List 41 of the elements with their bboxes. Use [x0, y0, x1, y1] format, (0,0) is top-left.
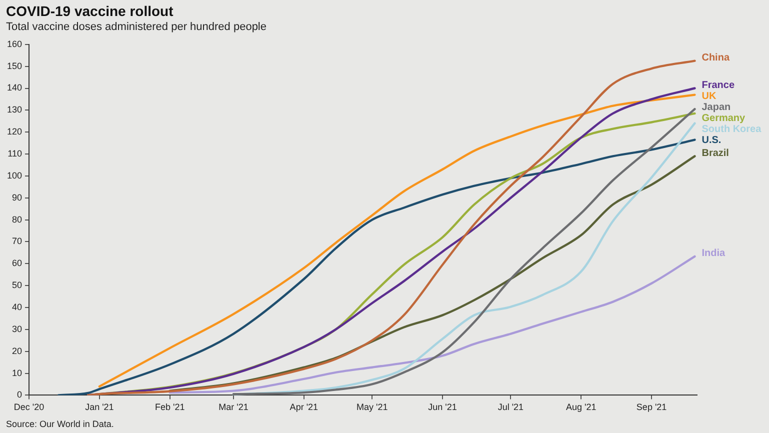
series-label: India [702, 248, 726, 260]
series-label: China [702, 52, 730, 64]
series-label: South Korea [702, 124, 762, 135]
y-tick-label: 160 [6, 38, 22, 49]
y-tick-label: 20 [12, 346, 22, 356]
x-tick-label: Feb '21 [155, 402, 185, 412]
line-series [168, 255, 696, 394]
x-tick-label: Jan '21 [85, 402, 114, 412]
y-tick-label: 80 [12, 214, 22, 224]
x-tick-label: May '21 [356, 402, 388, 412]
x-tick-label: Sep '21 [636, 402, 667, 412]
series-label: Germany [702, 113, 746, 124]
y-tick-label: 100 [6, 170, 22, 180]
x-tick-label: Mar '21 [218, 402, 248, 412]
x-tick-label: Jun '21 [428, 402, 457, 412]
y-tick-label: 110 [8, 148, 22, 159]
x-tick-label: Aug '21 [566, 402, 596, 412]
y-tick-label: 0 [17, 390, 22, 400]
y-tick-label: 40 [12, 302, 22, 312]
x-tick-label: Apr '21 [290, 402, 318, 412]
chart-subtitle: Total vaccine doses administered per hundred people [6, 21, 266, 33]
y-tick-label: 130 [6, 104, 22, 115]
y-tick-label: 70 [12, 236, 22, 246]
y-tick-label: 90 [12, 192, 22, 202]
line-series [168, 155, 696, 392]
x-tick-label: Dec '20 [14, 402, 44, 412]
source-note: Source: Our World in Data. [6, 419, 114, 429]
y-tick-label: 30 [12, 324, 22, 334]
y-tick-label: 140 [6, 82, 22, 93]
y-tick-label: 120 [6, 126, 22, 137]
y-tick-label: 10 [12, 368, 22, 378]
series-label: U.S. [702, 135, 722, 146]
x-tick-label: Jul '21 [498, 402, 524, 412]
series-label: Brazil [702, 148, 730, 159]
series-label: Japan [702, 102, 731, 113]
y-tick-label: 150 [6, 60, 22, 71]
y-tick-label: 60 [12, 258, 22, 268]
y-tick-label: 50 [12, 280, 22, 290]
series-label: UK [702, 91, 717, 102]
chart-title: COVID-19 vaccine rollout [6, 3, 174, 19]
series-label: France [702, 80, 735, 91]
